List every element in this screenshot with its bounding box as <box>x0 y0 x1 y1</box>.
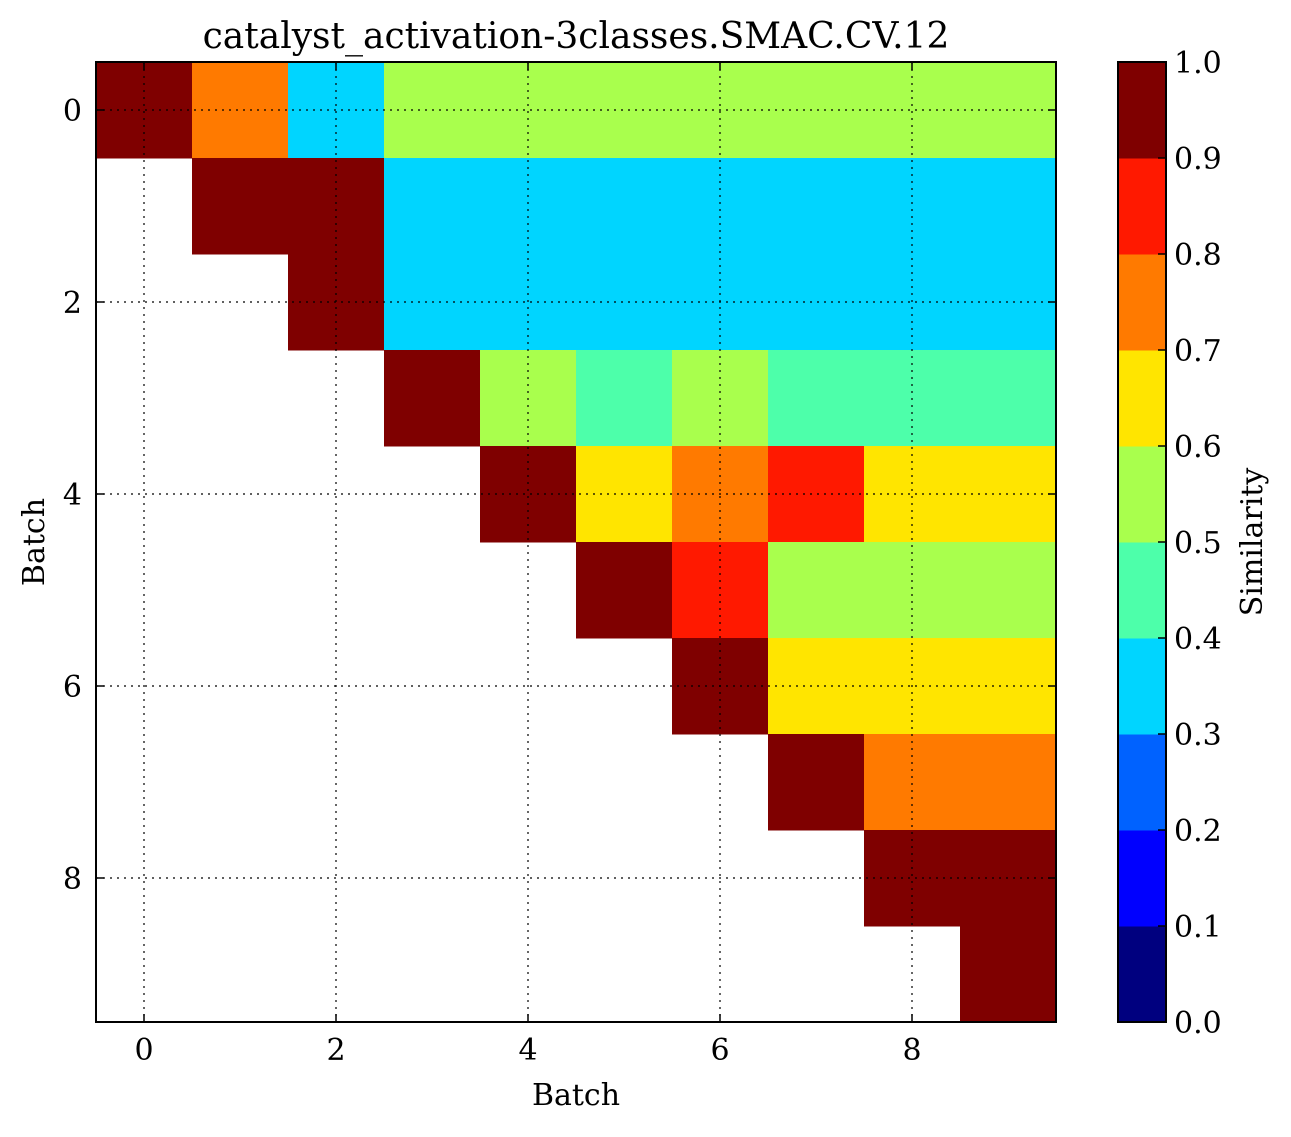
y-axis-label: Batch <box>17 498 52 586</box>
heatmap-cell <box>576 446 673 543</box>
colorbar-label: Similarity <box>1235 468 1270 617</box>
y-tick-label: 8 <box>63 862 82 897</box>
y-tick-label: 0 <box>63 94 82 129</box>
heatmap-cell <box>960 542 1057 639</box>
colorbar-tick-label: 0.3 <box>1174 718 1222 753</box>
heatmap-cell <box>672 158 769 255</box>
heatmap-cell <box>192 158 289 255</box>
heatmap-cell <box>576 542 673 639</box>
colorbar-segment <box>1118 638 1166 735</box>
heatmap-cell <box>960 350 1057 447</box>
heatmap-cell <box>960 830 1057 927</box>
heatmap-cell <box>96 62 193 159</box>
heatmap-cell <box>768 542 865 639</box>
heatmap-cell <box>960 158 1057 255</box>
heatmap-cell <box>768 158 865 255</box>
colorbar-segment <box>1118 158 1166 255</box>
heatmap-cell <box>864 734 961 831</box>
x-axis-ticks: 0 2 4 6 8 <box>134 62 922 1068</box>
heatmap-cell <box>576 254 673 351</box>
colorbar-tick-label: 0.4 <box>1174 622 1222 657</box>
colorbar-segment <box>1118 542 1166 639</box>
heatmap-cell <box>672 542 769 639</box>
heatmap-cell <box>384 158 481 255</box>
heatmap-cell <box>864 830 961 927</box>
colorbar-tick-label: 0.1 <box>1174 910 1222 945</box>
heatmap-cell <box>960 62 1057 159</box>
heatmap-cell <box>960 254 1057 351</box>
heatmap-cell <box>864 542 961 639</box>
heatmap-cell <box>864 158 961 255</box>
heatmap-cell <box>576 62 673 159</box>
heatmap-cell <box>960 638 1057 735</box>
heatmap-cell <box>192 62 289 159</box>
heatmap-cell <box>768 446 865 543</box>
heatmap-cell <box>960 926 1057 1023</box>
heatmap-cell <box>384 350 481 447</box>
colorbar-tick-label: 1.0 <box>1174 46 1222 81</box>
x-tick-label: 0 <box>134 1033 153 1068</box>
heatmap-cell <box>480 446 577 543</box>
y-tick-label: 2 <box>63 286 82 321</box>
colorbar-tick-label: 0.8 <box>1174 238 1222 273</box>
heatmap-cell <box>576 158 673 255</box>
y-tick-label: 4 <box>63 478 82 513</box>
chart-title: catalyst_activation-3classes.SMAC.CV.12 <box>203 16 950 57</box>
colorbar-tick-label: 0.2 <box>1174 814 1222 849</box>
colorbar-segment <box>1118 254 1166 351</box>
heatmap-cell <box>960 446 1057 543</box>
heatmap-cell <box>480 158 577 255</box>
colorbar-tick-label: 0.5 <box>1174 526 1222 561</box>
heatmap-cell <box>864 446 961 543</box>
x-tick-label: 2 <box>326 1033 345 1068</box>
x-axis-label: Batch <box>532 1078 620 1113</box>
colorbar: 0.0 0.1 0.2 0.3 0.4 0.5 0.6 0.7 0.8 0.9 1.0 <box>1117 46 1222 1041</box>
grid-lines <box>96 62 1056 1022</box>
colorbar-segment <box>1118 926 1166 1023</box>
colorbar-segment <box>1118 734 1166 831</box>
x-tick-label: 8 <box>902 1033 921 1068</box>
y-axis-ticks: 0 2 4 6 8 <box>63 94 1056 897</box>
heatmap-cell <box>960 734 1057 831</box>
colorbar-tick-label: 0.0 <box>1174 1006 1222 1041</box>
colorbar-tick-label: 0.7 <box>1174 334 1222 369</box>
heatmap-cell <box>768 62 865 159</box>
heatmap-cell <box>288 254 385 351</box>
heatmap-cell <box>768 638 865 735</box>
heatmap-cells <box>96 62 1057 1023</box>
colorbar-segment <box>1118 446 1166 543</box>
heatmap-cell <box>768 734 865 831</box>
heatmap-cell <box>576 350 673 447</box>
plot-frame <box>95 61 1057 1023</box>
colorbar-segment <box>1118 830 1166 927</box>
heatmap-cell <box>768 350 865 447</box>
heatmap-cell <box>768 254 865 351</box>
y-tick-label: 6 <box>63 670 82 705</box>
x-tick-label: 4 <box>518 1033 537 1068</box>
colorbar-tick-label: 0.9 <box>1174 142 1222 177</box>
x-tick-label: 6 <box>710 1033 729 1068</box>
colorbar-tick-label: 0.6 <box>1174 430 1222 465</box>
colorbar-segment <box>1118 62 1166 159</box>
heatmap-cell <box>288 158 385 255</box>
colorbar-segment <box>1118 350 1166 447</box>
heatmap-cell <box>288 62 385 159</box>
